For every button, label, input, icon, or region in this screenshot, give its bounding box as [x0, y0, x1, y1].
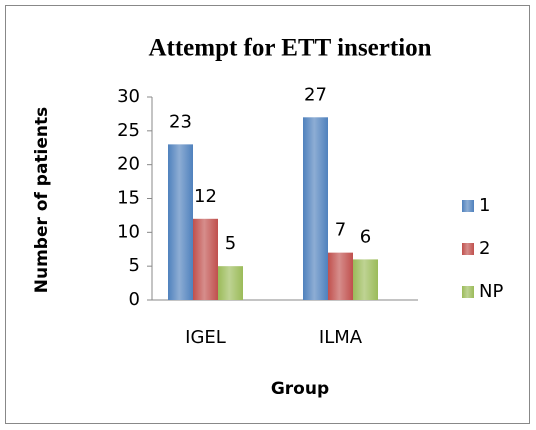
y-tick-label: 25 — [117, 120, 140, 141]
legend-swatch — [462, 286, 474, 298]
data-label: 23 — [169, 111, 192, 132]
bar — [193, 218, 218, 300]
x-axis-title: Group — [271, 379, 329, 399]
data-label: 12 — [194, 186, 217, 207]
bar — [168, 144, 193, 300]
legend-swatch — [462, 200, 474, 212]
legend-label: 2 — [479, 238, 490, 259]
y-tick-label: 5 — [129, 255, 140, 276]
legend-label: NP — [479, 281, 503, 302]
chart-frame — [5, 5, 530, 424]
y-tick-label: 15 — [117, 188, 140, 209]
y-tick-label: 20 — [117, 154, 140, 175]
data-label: 27 — [304, 84, 327, 105]
bar — [303, 117, 328, 300]
data-label: 7 — [335, 220, 346, 241]
y-tick-label: 30 — [117, 86, 140, 107]
y-tick-label: 0 — [129, 289, 140, 310]
chart-title: Attempt for ETT insertion — [148, 35, 431, 62]
bar — [353, 259, 378, 300]
x-tick-label: ILMA — [319, 327, 363, 348]
x-tick-label: IGEL — [185, 327, 226, 348]
bar — [328, 252, 353, 300]
y-axis-title: Number of patients — [32, 107, 52, 294]
y-tick-label: 10 — [117, 221, 140, 242]
data-label: 6 — [360, 226, 371, 247]
legend-swatch — [462, 243, 474, 255]
bar — [218, 266, 243, 300]
data-label: 5 — [225, 233, 236, 254]
legend-label: 1 — [479, 195, 490, 216]
